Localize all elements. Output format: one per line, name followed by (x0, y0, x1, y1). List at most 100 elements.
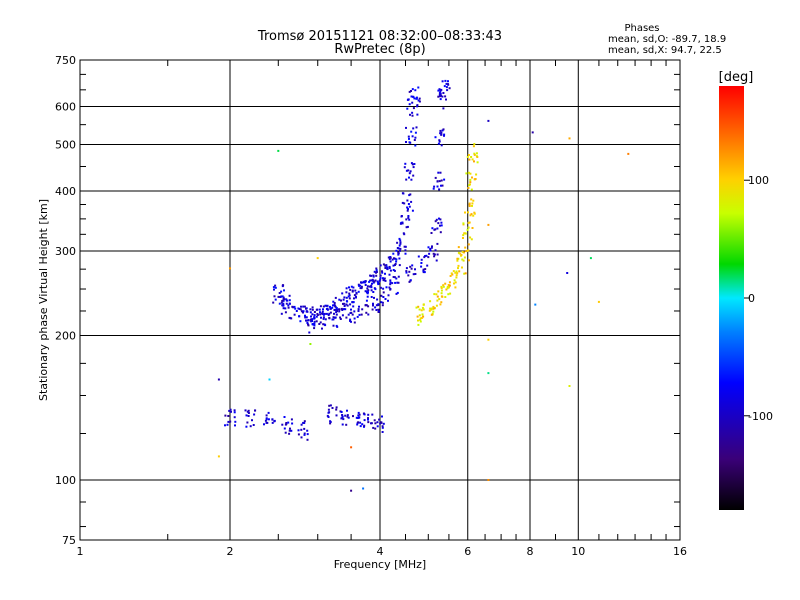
echo-point (427, 256, 430, 259)
echo-point (355, 292, 358, 295)
echo-point (320, 312, 323, 315)
echo-point (437, 222, 440, 225)
echo-point (375, 274, 378, 277)
echo-point (284, 311, 287, 314)
echo-point (283, 289, 285, 292)
echo-point (380, 294, 383, 297)
echo-point (307, 324, 310, 327)
echo-point (358, 305, 360, 308)
echo-point (370, 289, 373, 292)
echo-point (299, 320, 302, 323)
echo-point (288, 302, 291, 305)
echo-point (271, 418, 274, 421)
echo-point (439, 231, 442, 234)
echo-point (288, 432, 291, 435)
echo-point (380, 301, 383, 304)
echo-point (440, 289, 443, 292)
echo-point (437, 95, 440, 98)
echo-point (360, 287, 363, 290)
echo-point (458, 270, 461, 273)
echo-point (439, 132, 442, 135)
x-tick-labels: 1 2 4 6 8 10 16 (77, 545, 688, 558)
echo-point (409, 193, 412, 196)
echo-point (420, 265, 423, 268)
echo-point (371, 413, 374, 416)
echo-point (264, 419, 267, 422)
echo-point (418, 308, 421, 311)
echo-point (274, 286, 277, 289)
echo-point (487, 372, 490, 375)
echo-point (408, 270, 411, 273)
echo-point (310, 315, 312, 318)
echo-point (440, 88, 443, 91)
echo-point (386, 266, 389, 269)
echo-point (247, 412, 250, 414)
echo-point (408, 176, 410, 179)
echo-point (419, 318, 422, 321)
echo-point (434, 220, 437, 223)
echo-point (407, 203, 410, 205)
echo-point (410, 200, 413, 203)
echo-point (401, 222, 404, 225)
echo-point (446, 286, 449, 288)
echo-point (316, 313, 319, 315)
echo-point (358, 284, 361, 287)
echo-point (451, 273, 454, 276)
echo-point (247, 409, 250, 412)
stats-o-mode: mean, sd,O: -89.7, 18.9 (608, 34, 726, 45)
echo-point (408, 218, 411, 221)
echo-point (335, 414, 338, 417)
echo-point (397, 253, 400, 256)
echo-point (322, 316, 325, 319)
echo-point (435, 304, 438, 307)
echo-point (439, 92, 442, 95)
echo-point (436, 295, 439, 298)
echo-point (464, 232, 467, 235)
echo-point (410, 162, 413, 165)
echo-point (417, 99, 420, 102)
echo-point (313, 320, 316, 323)
echo-point (306, 438, 309, 441)
echo-point (303, 420, 306, 423)
echo-point (407, 215, 410, 217)
echo-point (267, 418, 270, 421)
echo-point (342, 418, 345, 421)
echo-point (388, 267, 391, 270)
echo-point (348, 286, 350, 289)
echo-point (245, 425, 248, 428)
echo-point (433, 255, 436, 258)
echo-point (305, 319, 308, 322)
echo-point (364, 290, 367, 293)
echo-point (386, 268, 389, 271)
echo-point (423, 256, 426, 259)
echo-point (352, 301, 355, 304)
echo-point (405, 218, 408, 221)
echo-point (405, 270, 408, 273)
echo-point (422, 270, 425, 273)
echo-point (341, 415, 344, 418)
echo-point (288, 429, 291, 432)
echo-point (429, 248, 432, 250)
echo-point (375, 269, 378, 272)
echo-point (446, 89, 449, 92)
echo-point (470, 188, 473, 191)
echo-point (438, 188, 441, 191)
echo-point (339, 318, 342, 320)
echo-point (322, 308, 324, 311)
echo-point (471, 204, 473, 207)
echo-point (328, 316, 331, 319)
echo-point (360, 313, 363, 316)
echo-point (444, 296, 447, 298)
y-tick-label: 300 (55, 245, 76, 258)
echo-point (300, 310, 303, 313)
echo-point (229, 267, 231, 270)
echo-point (290, 317, 293, 320)
echo-point (461, 250, 464, 253)
echo-point (406, 98, 409, 101)
chart-subtitle: RwPretec (8p) (334, 42, 425, 57)
echo-point (353, 294, 356, 297)
chart-title: Tromsø 20151121 08:32:00–08:33:43 (257, 29, 502, 44)
echo-point (405, 178, 408, 181)
x-tick-label: 1 (77, 545, 84, 558)
echo-point (303, 433, 306, 436)
